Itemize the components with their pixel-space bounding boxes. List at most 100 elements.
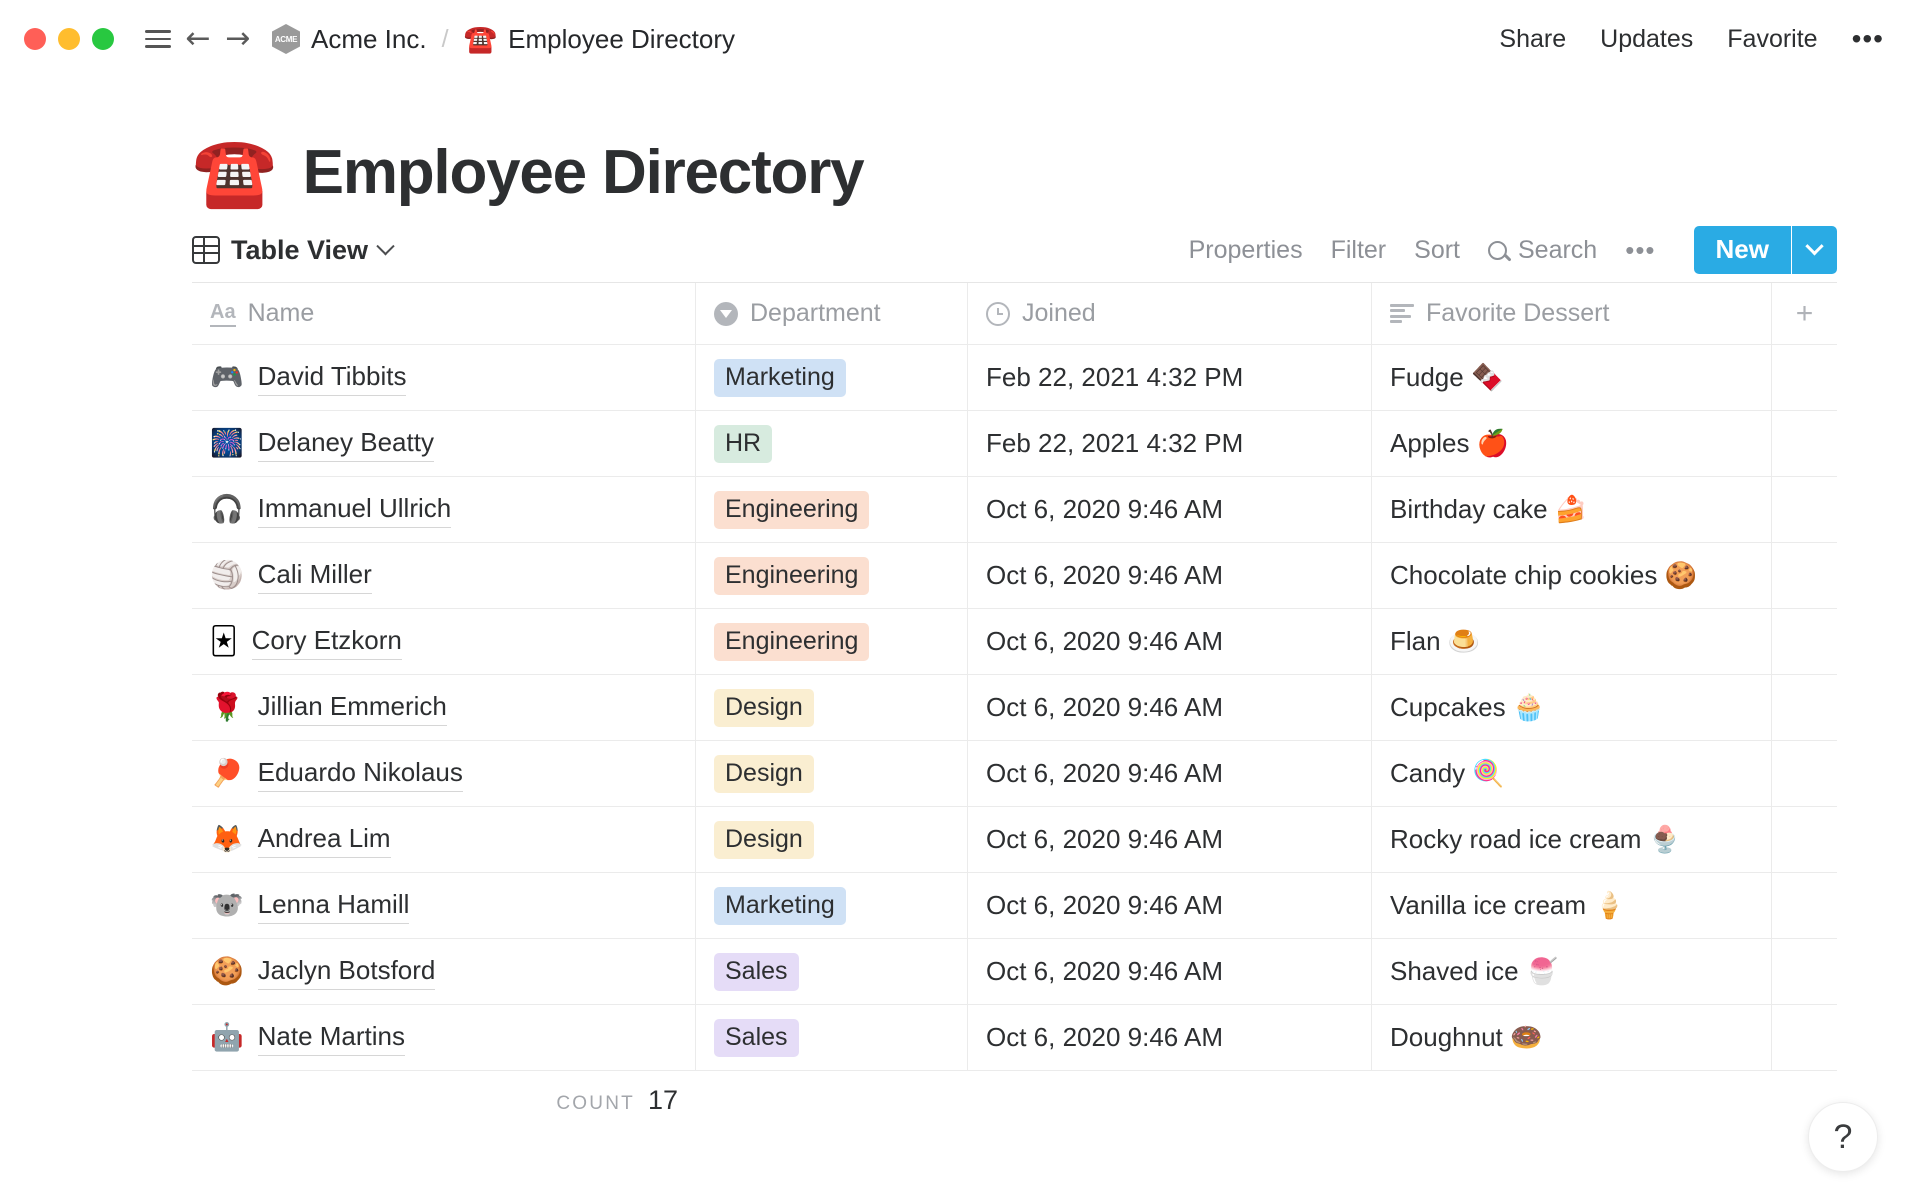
cell-department[interactable]: Sales xyxy=(696,1005,968,1070)
cell-name[interactable]: 🐨 Lenna Hamill xyxy=(192,873,696,938)
cell-joined[interactable]: Oct 6, 2020 9:46 AM xyxy=(968,1005,1372,1070)
cell-favorite-dessert[interactable]: Apples 🍎 xyxy=(1372,411,1772,476)
view-more-options-icon[interactable]: ••• xyxy=(1625,235,1656,265)
cell-joined[interactable]: Oct 6, 2020 9:46 AM xyxy=(968,939,1372,1004)
row-name-link[interactable]: Lenna Hamill xyxy=(257,887,410,924)
table-row[interactable]: 🎆 Delaney Beatty HR Feb 22, 2021 4:32 PM App… xyxy=(192,411,1837,477)
cell-joined[interactable]: Oct 6, 2020 9:46 AM xyxy=(968,609,1372,674)
cell-joined[interactable]: Feb 22, 2021 4:32 PM xyxy=(968,411,1372,476)
table-row[interactable]: 🎮 David Tibbits Marketing Feb 22, 2021 4:32… xyxy=(192,345,1837,411)
minimize-window-button[interactable] xyxy=(58,28,80,50)
sort-button[interactable]: Sort xyxy=(1414,235,1460,264)
row-name-link[interactable]: Jaclyn Botsford xyxy=(257,953,436,990)
cell-department[interactable]: Design xyxy=(696,807,968,872)
more-options-icon[interactable]: ••• xyxy=(1851,23,1884,54)
new-button[interactable]: New xyxy=(1693,225,1791,275)
table-row[interactable]: 🏓 Eduardo Nikolaus Design Oct 6, 2020 9:46 … xyxy=(192,741,1837,807)
department-tag: Marketing xyxy=(714,358,846,397)
table-row[interactable]: 🦊 Andrea Lim Design Oct 6, 2020 9:46 AM Rock… xyxy=(192,807,1837,873)
cell-name[interactable]: 🎮 David Tibbits xyxy=(192,345,696,410)
count-summary[interactable]: COUNT 17 xyxy=(192,1085,696,1116)
row-name-link[interactable]: Immanuel Ullrich xyxy=(257,491,452,528)
tab-table-view[interactable]: Table View xyxy=(192,234,395,266)
cell-favorite-dessert[interactable]: Birthday cake 🍰 xyxy=(1372,477,1772,542)
cell-department[interactable]: Design xyxy=(696,741,968,806)
cell-favorite-dessert[interactable]: Chocolate chip cookies 🍪 xyxy=(1372,543,1772,608)
add-column-button[interactable]: + xyxy=(1772,283,1837,344)
navigate-back-button[interactable]: ← xyxy=(178,19,218,59)
plus-icon: + xyxy=(1795,296,1814,330)
cell-name[interactable]: 🃏 Cory Etzkorn xyxy=(192,609,696,674)
cell-department[interactable]: Sales xyxy=(696,939,968,1004)
navigate-forward-button[interactable]: → xyxy=(218,19,258,59)
cell-joined[interactable]: Feb 22, 2021 4:32 PM xyxy=(968,345,1372,410)
row-name-link[interactable]: Cory Etzkorn xyxy=(251,623,402,660)
new-dropdown-button[interactable] xyxy=(1791,225,1837,275)
close-window-button[interactable] xyxy=(24,28,46,50)
traffic-light-controls xyxy=(24,28,114,50)
row-name-link[interactable]: Cali Miller xyxy=(257,557,372,594)
column-header-joined[interactable]: Joined xyxy=(968,283,1372,344)
favorite-button[interactable]: Favorite xyxy=(1727,24,1818,53)
column-header-name[interactable]: Aa Name xyxy=(192,283,696,344)
joined-date-value: Oct 6, 2020 9:46 AM xyxy=(986,494,1224,524)
filter-button[interactable]: Filter xyxy=(1330,235,1387,264)
cell-favorite-dessert[interactable]: Cupcakes 🧁 xyxy=(1372,675,1772,740)
cell-favorite-dessert[interactable]: Doughnut 🍩 xyxy=(1372,1005,1772,1070)
cell-joined[interactable]: Oct 6, 2020 9:46 AM xyxy=(968,807,1372,872)
table-row[interactable]: 🐨 Lenna Hamill Marketing Oct 6, 2020 9:46 A… xyxy=(192,873,1837,939)
table-row[interactable]: 🤖 Nate Martins Sales Oct 6, 2020 9:46 AM Dou… xyxy=(192,1005,1837,1071)
updates-button[interactable]: Updates xyxy=(1600,24,1694,53)
cell-department[interactable]: HR xyxy=(696,411,968,476)
cell-department[interactable]: Marketing xyxy=(696,345,968,410)
cell-favorite-dessert[interactable]: Candy 🍭 xyxy=(1372,741,1772,806)
cell-department[interactable]: Marketing xyxy=(696,873,968,938)
cell-department[interactable]: Engineering xyxy=(696,609,968,674)
cell-name[interactable]: 🎆 Delaney Beatty xyxy=(192,411,696,476)
cell-favorite-dessert[interactable]: Rocky road ice cream 🍨 xyxy=(1372,807,1772,872)
cell-name[interactable]: 🎧 Immanuel Ullrich xyxy=(192,477,696,542)
cell-joined[interactable]: Oct 6, 2020 9:46 AM xyxy=(968,873,1372,938)
cell-favorite-dessert[interactable]: Fudge 🍫 xyxy=(1372,345,1772,410)
maximize-window-button[interactable] xyxy=(92,28,114,50)
column-header-department[interactable]: Department xyxy=(696,283,968,344)
row-name-link[interactable]: Eduardo Nikolaus xyxy=(257,755,463,792)
breadcrumb-item-page[interactable]: ☎️ Employee Directory xyxy=(464,24,735,55)
cell-name[interactable]: 🌹 Jillian Emmerich xyxy=(192,675,696,740)
cell-favorite-dessert[interactable]: Vanilla ice cream 🍦 xyxy=(1372,873,1772,938)
cell-joined[interactable]: Oct 6, 2020 9:46 AM xyxy=(968,675,1372,740)
column-header-favorite-dessert[interactable]: Favorite Dessert xyxy=(1372,283,1772,344)
cell-name[interactable]: 🦊 Andrea Lim xyxy=(192,807,696,872)
table-row[interactable]: 🌹 Jillian Emmerich Design Oct 6, 2020 9:46 … xyxy=(192,675,1837,741)
table-row[interactable]: 🏐 Cali Miller Engineering Oct 6, 2020 9:46 … xyxy=(192,543,1837,609)
table-row[interactable]: 🍪 Jaclyn Botsford Sales Oct 6, 2020 9:46 AM… xyxy=(192,939,1837,1005)
cell-joined[interactable]: Oct 6, 2020 9:46 AM xyxy=(968,741,1372,806)
cell-favorite-dessert[interactable]: Flan 🍮 xyxy=(1372,609,1772,674)
table-row[interactable]: 🃏 Cory Etzkorn Engineering Oct 6, 2020 9:46… xyxy=(192,609,1837,675)
row-name-link[interactable]: David Tibbits xyxy=(257,359,407,396)
page-title[interactable]: Employee Directory xyxy=(302,137,865,207)
cell-department[interactable]: Design xyxy=(696,675,968,740)
cell-joined[interactable]: Oct 6, 2020 9:46 AM xyxy=(968,477,1372,542)
search-button[interactable]: Search xyxy=(1488,236,1597,265)
table-row[interactable]: 🎧 Immanuel Ullrich Engineering Oct 6, 2020 … xyxy=(192,477,1837,543)
help-button[interactable]: ? xyxy=(1808,1102,1878,1172)
joined-date-value: Oct 6, 2020 9:46 AM xyxy=(986,956,1224,986)
cell-joined[interactable]: Oct 6, 2020 9:46 AM xyxy=(968,543,1372,608)
cell-department[interactable]: Engineering xyxy=(696,543,968,608)
cell-name[interactable]: 🏐 Cali Miller xyxy=(192,543,696,608)
cell-name[interactable]: 🏓 Eduardo Nikolaus xyxy=(192,741,696,806)
row-name-link[interactable]: Jillian Emmerich xyxy=(257,689,447,726)
row-name-link[interactable]: Nate Martins xyxy=(257,1019,406,1056)
cell-name[interactable]: 🤖 Nate Martins xyxy=(192,1005,696,1070)
breadcrumb-item-workspace[interactable]: ACME Acme Inc. xyxy=(272,24,427,55)
view-name-label: Table View xyxy=(231,234,369,265)
share-button[interactable]: Share xyxy=(1499,24,1567,53)
properties-button[interactable]: Properties xyxy=(1188,235,1303,264)
cell-name[interactable]: 🍪 Jaclyn Botsford xyxy=(192,939,696,1004)
sidebar-toggle-button[interactable] xyxy=(138,19,178,59)
row-name-link[interactable]: Andrea Lim xyxy=(257,821,391,858)
row-name-link[interactable]: Delaney Beatty xyxy=(257,425,434,462)
cell-favorite-dessert[interactable]: Shaved ice 🍧 xyxy=(1372,939,1772,1004)
cell-department[interactable]: Engineering xyxy=(696,477,968,542)
